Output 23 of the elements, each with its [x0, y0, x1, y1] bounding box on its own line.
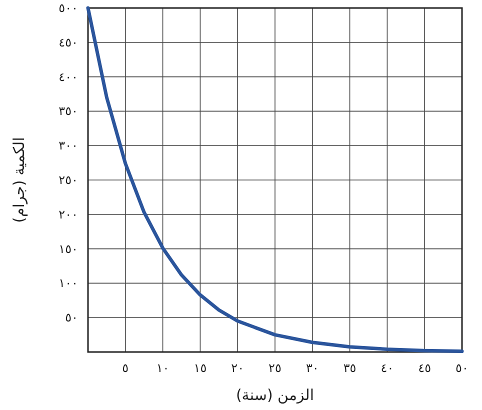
y-tick-label: ١٠٠ — [58, 276, 78, 290]
y-tick-label: ٢٠٠ — [58, 207, 78, 222]
y-tick-label: ٣٠٠ — [58, 138, 78, 153]
x-tick-label: ٤٠ — [380, 361, 394, 375]
x-tick-label: ٢٥ — [268, 361, 282, 375]
y-tick-label: ٤٠٠ — [58, 70, 78, 84]
x-tick-label: ٣٠ — [306, 361, 319, 375]
y-tick-label: ٥٠٠ — [58, 1, 78, 15]
y-tick-label: ٣٥٠ — [58, 104, 78, 118]
x-tick-label: ٥٠ — [456, 361, 468, 375]
x-tick-label: ١٠ — [156, 361, 170, 375]
y-axis-title: الكمية (جرام) — [10, 137, 28, 223]
x-tick-label: ٢٠ — [231, 361, 244, 375]
x-tick-label: ٣٥ — [343, 361, 356, 375]
x-axis-title: الزمن (سنة) — [236, 386, 314, 404]
y-tick-label: ١٥٠ — [58, 242, 78, 256]
x-tick-label: ١٥ — [194, 361, 207, 375]
line-series — [86, 6, 464, 354]
x-tick-label: ٥ — [122, 361, 129, 375]
x-tick-label: ٤٥ — [418, 361, 432, 375]
y-tick-label: ٤٥٠ — [58, 35, 78, 50]
y-tick-label: ٢٥٠ — [58, 173, 78, 187]
y-tick-label: ٥٠ — [65, 310, 78, 325]
